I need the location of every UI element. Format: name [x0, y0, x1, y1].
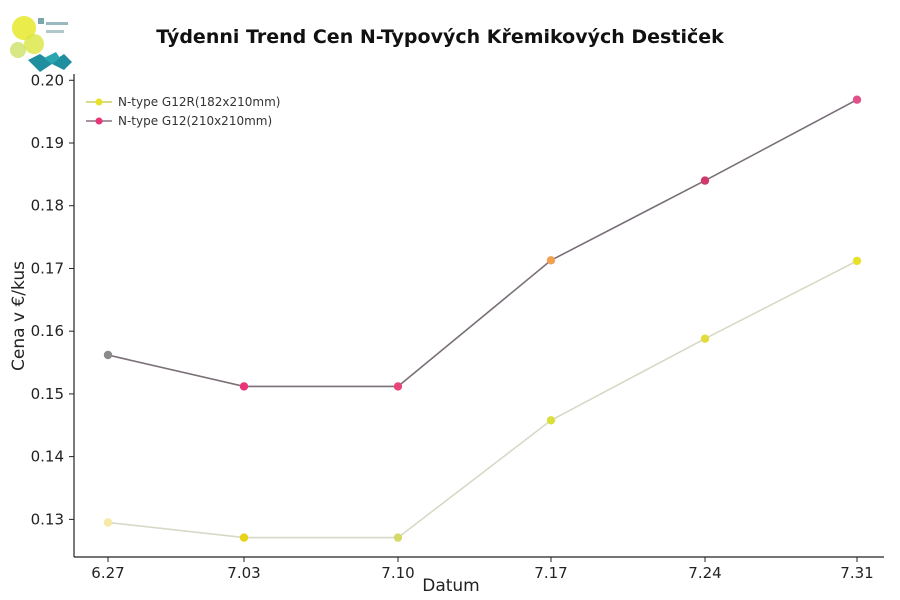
- x-axis-label: Datum: [422, 576, 480, 596]
- x-tick-label: 7.10: [381, 564, 414, 582]
- chart-title: Týdenni Trend Cen N-Typových Křemikových…: [156, 26, 724, 48]
- data-point: [852, 256, 862, 266]
- y-tick-label: 0.19: [31, 134, 64, 152]
- y-ticks: 0.13 0.14 0.15 0.16 0.17 0.18 0.19 0.20: [31, 71, 74, 528]
- data-point: [393, 533, 403, 542]
- y-tick-label: 0.14: [31, 448, 64, 466]
- y-tick-label: 0.20: [31, 71, 64, 89]
- data-point: [546, 416, 556, 425]
- data-point: [546, 256, 556, 265]
- y-axis-label: Cena v €/kus: [9, 261, 29, 371]
- legend-marker-g12: [95, 117, 103, 125]
- data-point: [852, 95, 862, 104]
- logo-icon: [10, 16, 72, 72]
- axes: [73, 74, 884, 558]
- legend-marker-g12r: [95, 98, 103, 106]
- y-tick-label: 0.17: [31, 259, 64, 277]
- y-tick-label: 0.16: [31, 322, 64, 340]
- legend: N-type G12R(182x210mm) N-type G12(210x21…: [86, 95, 281, 128]
- data-point: [103, 518, 113, 527]
- x-tick-label: 7.03: [227, 564, 260, 582]
- x-tick-label: 7.24: [688, 564, 721, 582]
- x-tick-label: 6.27: [91, 564, 124, 582]
- data-point: [700, 176, 710, 185]
- y-tick-label: 0.18: [31, 197, 64, 215]
- legend-label-g12r: N-type G12R(182x210mm): [118, 95, 281, 109]
- data-point: [700, 334, 710, 343]
- y-tick-label: 0.13: [31, 510, 64, 528]
- series-line-2: [107, 98, 858, 388]
- data-point: [239, 382, 249, 391]
- data-point: [393, 382, 403, 391]
- data-point: [103, 350, 113, 360]
- y-tick-label: 0.15: [31, 385, 64, 403]
- data-point: [239, 533, 249, 542]
- x-ticks: 6.27 7.03 7.10 7.17 7.24 7.31: [91, 557, 874, 582]
- x-tick-label: 7.31: [840, 564, 873, 582]
- series-line-1: [107, 260, 858, 539]
- series-layer: [103, 95, 862, 542]
- x-tick-label: 7.17: [534, 564, 567, 582]
- legend-label-g12: N-type G12(210x210mm): [118, 114, 272, 128]
